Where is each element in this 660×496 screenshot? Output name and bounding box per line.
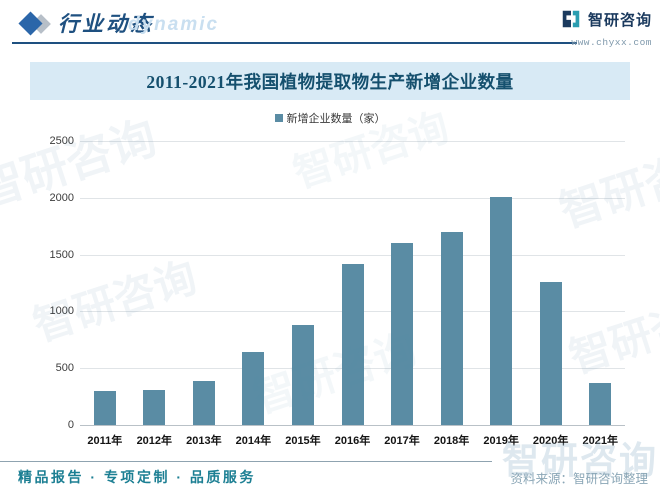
- page-title: 行业动态: [58, 13, 154, 36]
- zhiyan-logo-icon: [562, 10, 580, 28]
- x-tick-2018年: 2018年: [433, 435, 470, 447]
- bar-2021年: [589, 382, 612, 425]
- legend-marker-icon: [274, 114, 283, 122]
- gridline-2500: [80, 141, 625, 142]
- bar-2020年: [539, 281, 562, 425]
- footer-divider: [0, 461, 492, 462]
- x-tick-2020年: 2020年: [532, 435, 569, 447]
- x-tick-2014年: 2014年: [235, 435, 272, 447]
- bar-2016年: [341, 263, 364, 425]
- footer-tagline: 精品报告 · 专项定制 · 品质服务: [18, 469, 256, 485]
- bar-2011年: [93, 390, 116, 425]
- y-tick-0: 0: [67, 419, 74, 431]
- x-tick-2021年: 2021年: [582, 435, 618, 447]
- watermark-brand-large: 智研咨询: [502, 440, 658, 481]
- x-tick-2019年: 2019年: [483, 435, 519, 447]
- plot-area: 2011年 2012年 2013年 2014年 2015年 2016年 2017年 2018年…: [80, 141, 625, 447]
- y-tick-2500: 2500: [49, 135, 74, 147]
- x-tick-2015年: 2015年: [285, 435, 321, 447]
- gridline-0: [80, 425, 625, 426]
- x-tick-2013年: 2013年: [186, 435, 222, 447]
- bar-2017年: [391, 243, 414, 425]
- x-tick-2011年: 2011年: [87, 435, 123, 447]
- x-tick-2017年: 2017年: [384, 435, 420, 447]
- gridline-1500: [80, 254, 625, 256]
- brand-url: www.chyxx.com: [571, 37, 652, 48]
- brand-name: 智研咨询: [587, 11, 652, 29]
- bar-2019年: [490, 196, 513, 425]
- legend-label: 新增企业数量（家）: [286, 113, 386, 125]
- y-tick-1000: 1000: [49, 305, 74, 318]
- bar-2013年: [192, 380, 215, 425]
- bar-2014年: [242, 352, 265, 425]
- y-axis-labels: 0 500 1000 1500 2000 2500: [40, 135, 74, 431]
- footer-source: 资料来源：智研咨询整理: [510, 472, 648, 486]
- bar-2018年: [440, 231, 463, 425]
- diamond-icon: [18, 11, 56, 36]
- brand-logo: 智研咨询: [560, 8, 652, 30]
- x-tick-2012年: 2012年: [136, 435, 173, 447]
- watermark-dynamic: dynamic: [128, 14, 220, 35]
- y-tick-2000: 2000: [49, 191, 74, 204]
- header-divider: [12, 42, 577, 44]
- y-tick-1500: 1500: [49, 248, 74, 261]
- gridline-2000: [80, 197, 625, 199]
- bar-2015年: [291, 325, 314, 425]
- chart-legend: 新增企业数量（家）: [0, 110, 660, 126]
- y-tick-500: 500: [55, 362, 74, 375]
- bar-2012年: [143, 389, 166, 425]
- x-tick-2016年: 2016年: [334, 435, 371, 447]
- chart-title: 2011-2021年我国植物提取物生产新增企业数量: [30, 62, 630, 100]
